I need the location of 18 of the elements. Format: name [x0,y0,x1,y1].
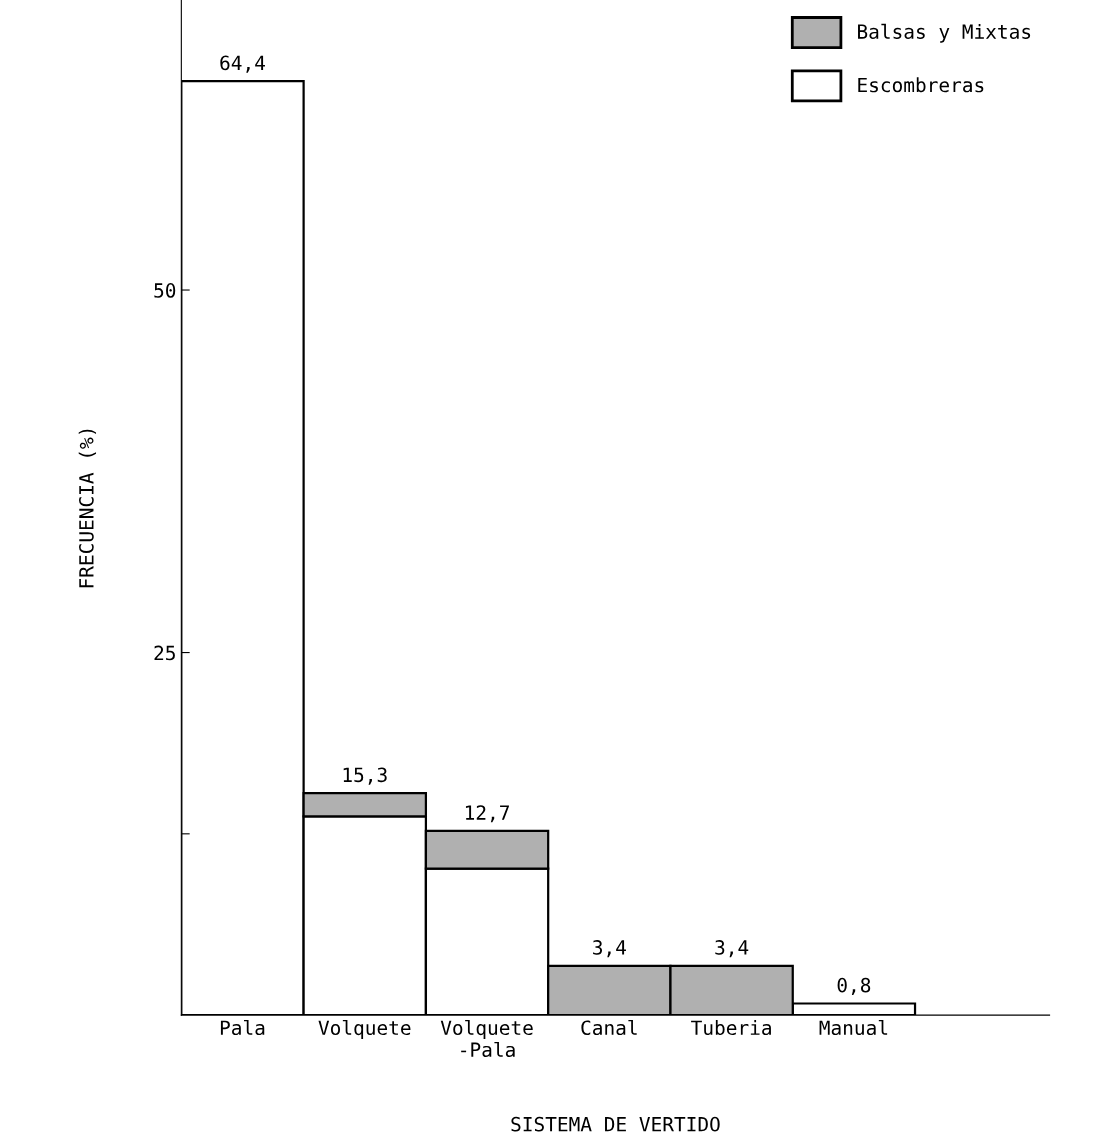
total-label: 12,7 [465,805,509,823]
x-tick-label: Pala [220,1019,265,1036]
legend-label: Escombreras [858,77,984,93]
total-label: 0,8 [837,977,871,995]
x-tick-label: Volquete [318,1019,411,1039]
x-tick-label: Volquete -Pala [440,1019,533,1058]
y-tick-label: 25 [154,645,175,661]
total-label: 3,4 [593,940,626,958]
x-tick-label: Canal [581,1019,637,1036]
x-axis-title: SISTEMA DE VERTIDO [511,1116,720,1132]
total-label: 64,4 [220,55,265,73]
y-axis-title: FRECUENCIA (%) [78,429,97,588]
total-label: 3,4 [715,940,749,958]
y-tick-label: 50 [154,283,176,298]
x-tick-label: Tuberia [691,1020,771,1036]
total-label: 15,3 [343,767,387,785]
legend-label: Balsas y Mixtas [858,23,1031,43]
x-tick-label: Manual [819,1019,888,1036]
